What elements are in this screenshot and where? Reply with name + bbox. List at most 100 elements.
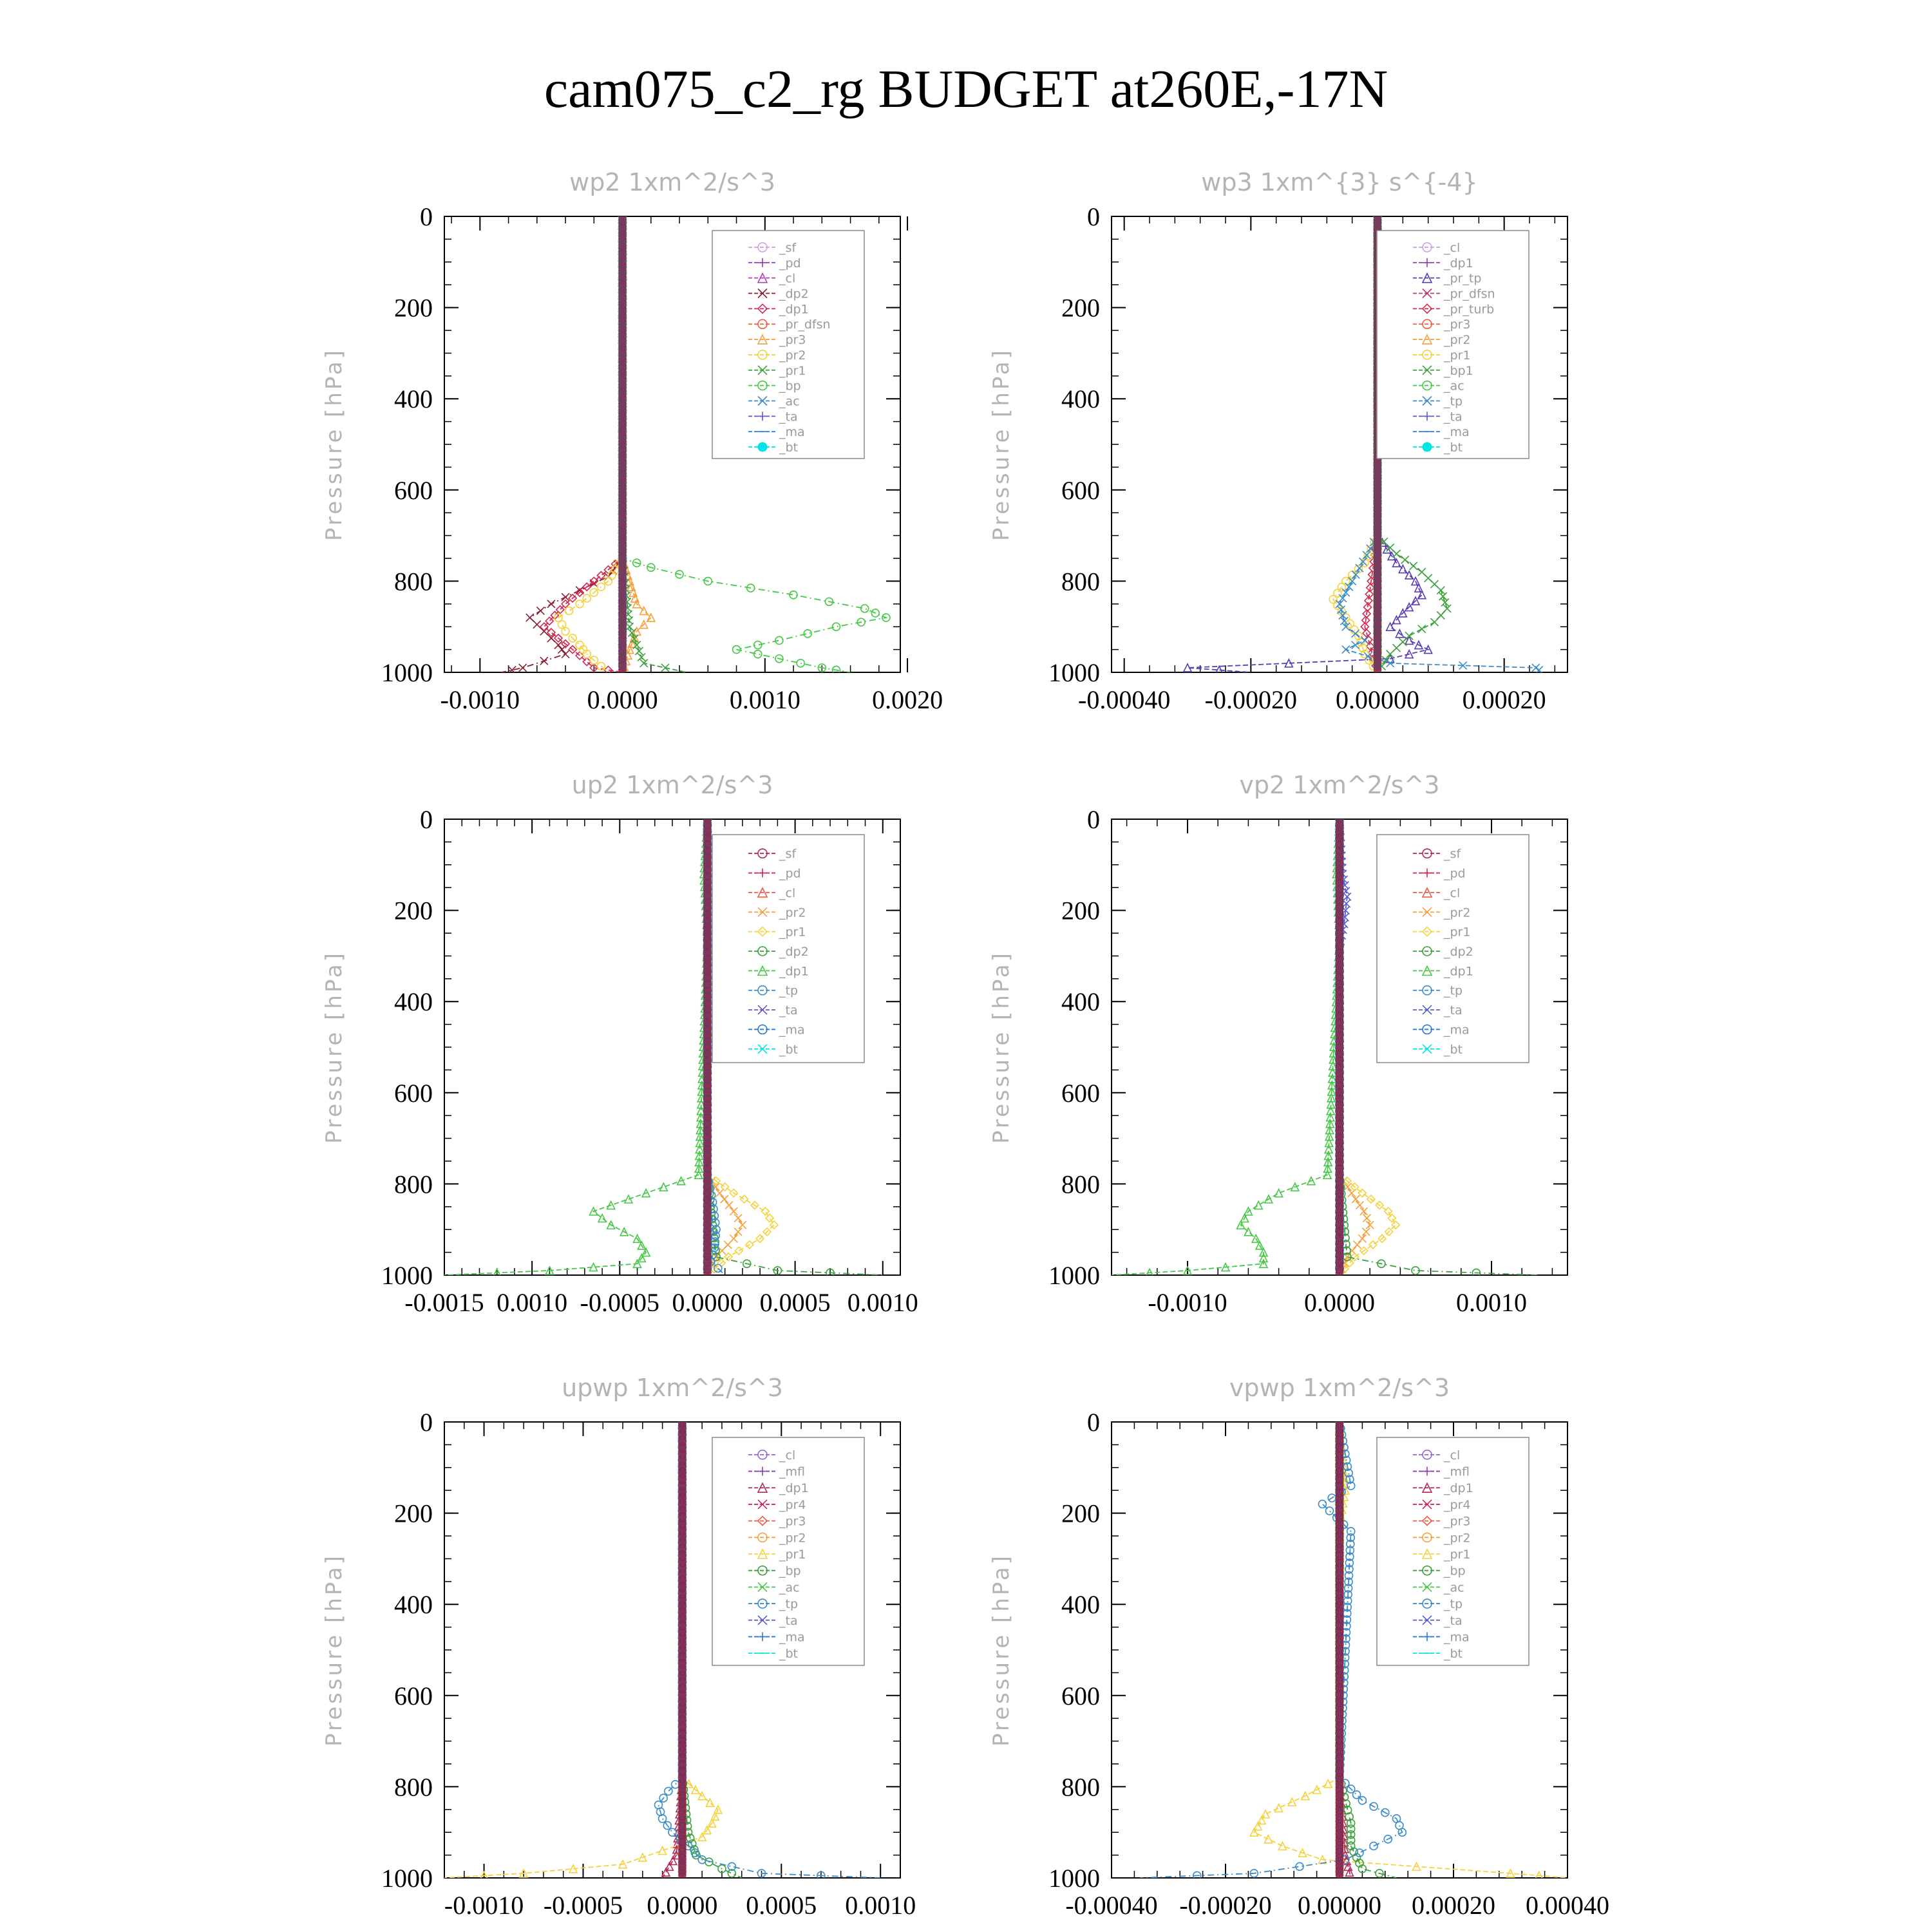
legend-label: _pr2: [1443, 905, 1470, 920]
series-point-dp1: [567, 593, 578, 603]
series-point-tp: [1459, 661, 1468, 670]
series-point-bp: [882, 613, 891, 622]
legend-marker: [757, 272, 768, 283]
x-tick-label: 0.0010: [845, 1891, 916, 1920]
legend-label: _pr3: [1443, 317, 1470, 332]
series-point-bp: [857, 618, 866, 627]
series-point-bp1: [1436, 585, 1445, 595]
legend-marker: [1422, 1005, 1432, 1015]
x-tick-label: 0.0005: [760, 1288, 831, 1317]
series-point-dp1: [641, 1247, 651, 1257]
series-point-pr1: [720, 1182, 730, 1192]
series-point-ta: [1343, 892, 1352, 901]
series-point-bp: [860, 604, 869, 613]
legend-label: _tp: [1443, 984, 1463, 998]
series-point-dp1: [1146, 1267, 1153, 1275]
y-tick-label: 0: [420, 805, 433, 834]
y-tick-label: 600: [394, 1079, 433, 1108]
x-tick-label: -0.0010: [444, 1891, 524, 1920]
series-point-dp1: [671, 1850, 681, 1860]
y-tick-label: 1000: [381, 1261, 433, 1290]
series-point-bp: [775, 654, 784, 663]
series-point-dp2: [1472, 1268, 1481, 1275]
series-line-pr1: [706, 819, 775, 1275]
legend-label: _ta: [779, 410, 798, 424]
series-point-dp1: [575, 587, 585, 598]
series-point-dp1: [545, 616, 554, 626]
series-point-dp2: [536, 606, 545, 615]
y-tick-label: 0: [420, 1408, 433, 1437]
legend-marker: [1422, 380, 1432, 391]
legend-label: _tp: [779, 984, 798, 998]
legend-label: _bp: [779, 379, 801, 393]
series-point-dp1: [1258, 1253, 1269, 1263]
series-point-tp: [1345, 582, 1354, 591]
y-tick-label: 1000: [381, 658, 433, 687]
legend-marker: [757, 1044, 768, 1054]
legend-label: _sf: [779, 241, 797, 255]
legend-label: _ta: [1443, 410, 1463, 424]
legend-marker: [1422, 946, 1432, 956]
series-line-pr1: [444, 1422, 719, 1878]
series-point-dp1: [589, 663, 599, 672]
series-point-dp1: [1290, 1182, 1300, 1191]
series-point-tp: [710, 1218, 720, 1227]
series-point-pr1: [638, 1852, 648, 1862]
series-point-bp: [831, 665, 841, 672]
series-point-pr2: [582, 594, 592, 603]
y-axis-label: Pressure [hPa]: [321, 951, 347, 1144]
series-point-dp2: [826, 1268, 835, 1275]
series-point-pr1: [1354, 631, 1363, 641]
series-point-pr1: [1391, 1220, 1401, 1230]
series-point-dp1: [589, 576, 599, 586]
legend-label: _ma: [779, 1023, 805, 1037]
series-point-bp1: [1417, 625, 1426, 634]
series-line-pr_tp: [1187, 216, 1430, 672]
series-point-pr1: [618, 1859, 628, 1869]
legend-label: _pr1: [779, 364, 806, 378]
series-point-bp: [796, 659, 805, 668]
y-tick-label: 200: [1061, 294, 1100, 323]
series-point-pr1: [1359, 1246, 1368, 1256]
series-point-pr3: [646, 612, 656, 622]
legend-box: [1376, 230, 1530, 459]
series-point-bp: [685, 1833, 695, 1842]
series-point-bp: [753, 649, 762, 659]
series-point-dp1: [1251, 1233, 1261, 1244]
legend-label: _pr_dfsn: [1443, 287, 1495, 301]
series-line-dp1: [444, 819, 708, 1275]
series-point-dp1: [603, 665, 613, 672]
series-point-bp: [732, 645, 741, 654]
legend-marker: [1422, 848, 1432, 858]
series-point-pr2: [596, 582, 606, 592]
legend-marker: [1422, 1024, 1432, 1035]
series-point-pr1: [1332, 589, 1342, 598]
legend-marker: [757, 1024, 768, 1035]
series-point-pr2: [557, 620, 567, 629]
series-point-dp1: [676, 1175, 686, 1186]
series-point-pr1: [764, 1213, 775, 1223]
series-point-pr2: [715, 1188, 724, 1198]
x-tick-label: -0.0010: [440, 685, 520, 714]
series-point-pr_tp: [1414, 583, 1424, 592]
series-line-pr2: [1339, 819, 1371, 1275]
legend-label: _pr2: [779, 348, 806, 363]
legend-marker: [757, 288, 768, 299]
legend: _sf _pd _cl _pr2 _pr1 _dp2 _dp1 _tp _ta _ma _bt: [712, 834, 865, 1063]
legend: _sf _pd _cl _pr2 _pr1 _dp2 _dp1 _tp _ta _ma _bt: [1376, 834, 1530, 1063]
x-tick-label: -0.0010: [1148, 1288, 1227, 1317]
legend-marker: [1422, 288, 1432, 299]
y-tick-label: 0: [1087, 202, 1100, 231]
series-point-bp: [746, 583, 755, 592]
y-tick-label: 400: [394, 987, 433, 1016]
legend-label: _bt: [1443, 1043, 1463, 1057]
y-tick-label: 1000: [381, 1864, 433, 1893]
series-point-pr1: [630, 634, 639, 643]
legend-box: [712, 834, 865, 1063]
x-tick-label: 0.0000: [647, 1891, 717, 1920]
series-point-pr2: [729, 1207, 738, 1216]
legend-label: _pr_turb: [1443, 302, 1494, 316]
series-point-dp1: [611, 559, 620, 569]
series-point-pr2: [1351, 1195, 1360, 1204]
